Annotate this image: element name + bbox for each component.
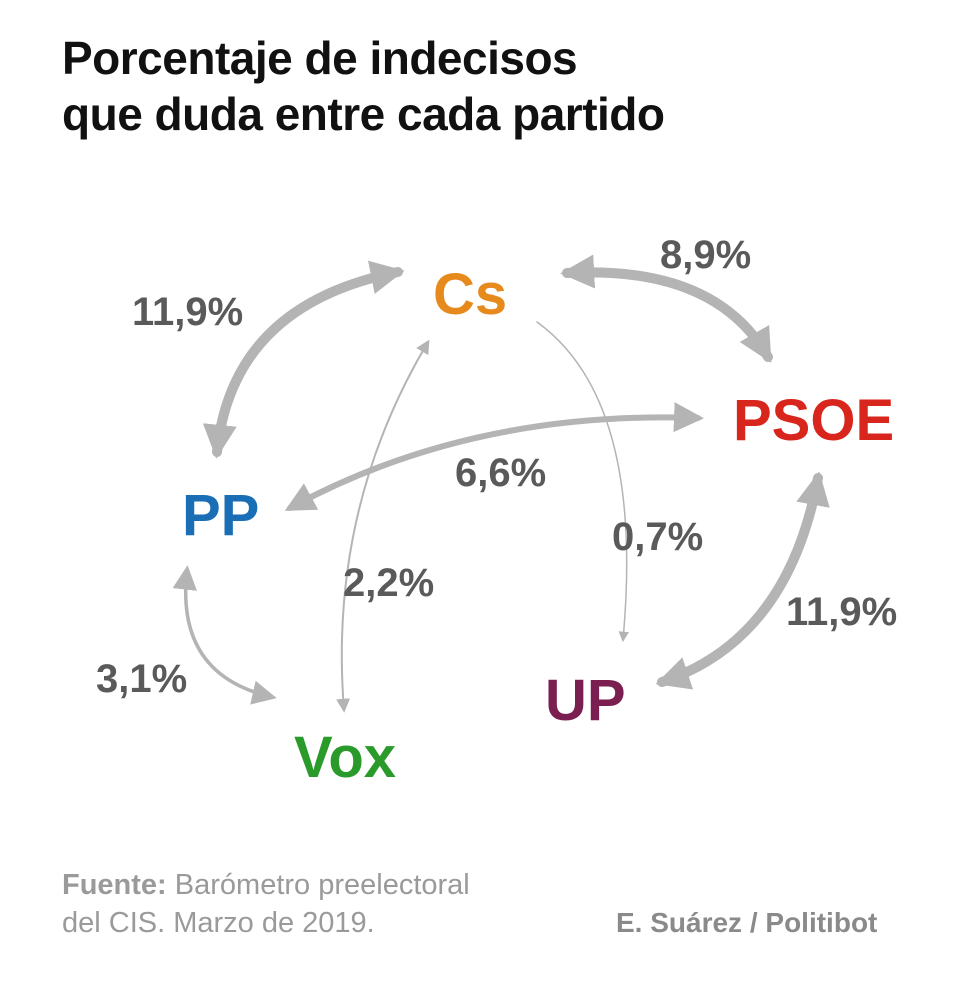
pct-psoe-up: 11,9% (786, 590, 897, 634)
party-psoe: PSOE (733, 388, 894, 453)
arrow-cs-up (536, 321, 629, 643)
title-line-1: Porcentaje de indecisos (62, 32, 578, 84)
source-text-2: del CIS. Marzo de 2019. (62, 907, 375, 939)
credit: E. Suárez / Politibot (616, 907, 878, 938)
source-note: Fuente: Barómetro preelectoral del CIS. … (62, 866, 470, 942)
arrow-pp-cs (202, 260, 405, 459)
pct-pp-cs: 11,9% (132, 290, 243, 334)
arrow-cs-vox (336, 339, 430, 713)
arrow-pp-vox (172, 565, 277, 705)
party-cs: Cs (433, 262, 507, 327)
source-label: Fuente: (62, 869, 167, 901)
party-vox: Vox (294, 725, 396, 790)
pct-pp-psoe: 6,6% (455, 451, 546, 495)
title-line-2: que duda entre cada partido (62, 88, 665, 140)
arrow-cs-psoe (560, 254, 773, 363)
party-pp: PP (182, 483, 259, 548)
pct-pp-vox: 3,1% (96, 657, 187, 701)
pct-cs-psoe: 8,9% (660, 233, 751, 277)
party-up: UP (545, 668, 626, 733)
arrow-psoe-up (655, 471, 830, 690)
pct-cs-vox: 2,2% (343, 561, 434, 605)
source-text: Barómetro preelectoral (166, 869, 470, 901)
chart-title: Porcentaje de indecisos que duda entre c… (62, 30, 665, 142)
pct-cs-up: 0,7% (612, 515, 703, 559)
